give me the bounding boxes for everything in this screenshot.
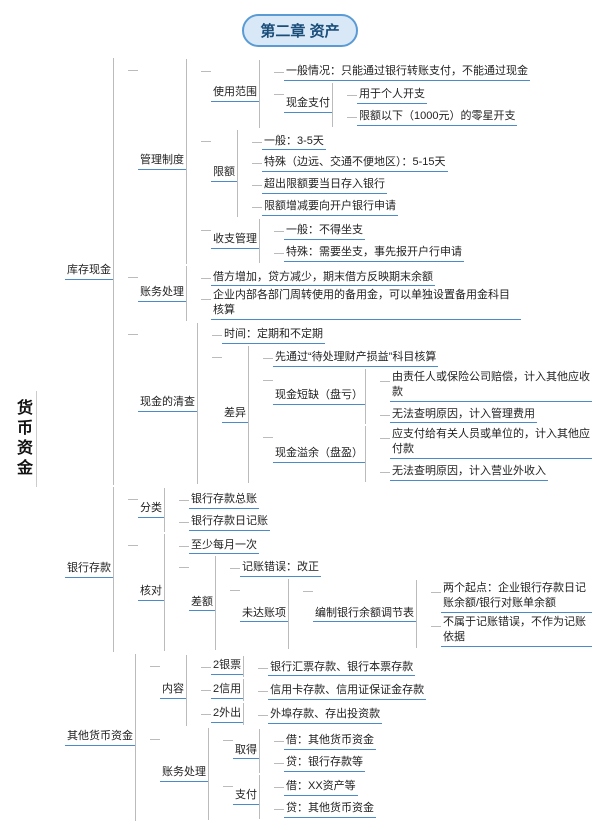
tree-node: 由责任人或保险公司赔偿，计入其他应收款 <box>390 370 592 402</box>
tree-node: 编制银行余额调节表 <box>313 606 416 623</box>
tree-node: 时间：定期和不定期 <box>222 327 325 344</box>
tree-node: 用于个人开支 <box>357 87 427 104</box>
tree-node: 收支管理 <box>211 232 259 249</box>
tree-node: 应支付给有关人员或单位的，计入其他应付款 <box>390 427 592 459</box>
tree-node: 特殊：需要坐支，事先报开户行申请 <box>284 245 464 262</box>
tree-node: 信用卡存款、信用证保证金存款 <box>268 683 426 700</box>
tree-node: 记账错误：改正 <box>240 560 321 577</box>
tree-node: 银行存款 <box>65 561 113 578</box>
tree-node: 限额以下（1000元）的零星开支 <box>357 109 517 126</box>
tree-node: 管理制度 <box>138 153 186 170</box>
tree-node: 使用范围 <box>211 85 259 102</box>
tree-node: 2外出 <box>211 706 243 723</box>
tree-node: 贷：其他货币资金 <box>284 801 376 818</box>
tree-node: 一般：不得坐支 <box>284 223 365 240</box>
tree-node: 贷：银行存款等 <box>284 755 365 772</box>
tree-node: 账务处理 <box>160 765 208 782</box>
tree-node: 至少每月一次 <box>189 538 259 555</box>
tree-node: 两个起点：企业银行存款日记账余额/银行对账单余额 <box>441 581 592 613</box>
tree-node: 一般情况：只能通过银行转账支付，不能通过现金 <box>284 64 530 81</box>
root-label: 货币资金 <box>8 391 37 487</box>
tree-node: 现金的清查 <box>138 395 197 412</box>
tree-node: 借：其他货币资金 <box>284 733 376 750</box>
tree-node: 特殊（边远、交通不便地区）：5-15天 <box>262 155 448 172</box>
tree-node: 不属于记账错误，不作为记账依据 <box>441 615 592 647</box>
tree-node: 超出限额要当日存入银行 <box>262 177 387 194</box>
tree-node: 2银票 <box>211 658 243 675</box>
tree-node: 取得 <box>233 743 259 760</box>
tree-node: 借：XX资产等 <box>284 779 358 796</box>
tree-node: 现金溢余（盘盈） <box>273 446 365 463</box>
tree-node: 核对 <box>138 584 164 601</box>
mindmap-root: 货币资金 库存现金管理制度使用范围一般情况：只能通过银行转账支付，不能通过现金现… <box>8 57 592 822</box>
tree-node: 限额增减要向开户银行申请 <box>262 199 398 216</box>
tree-node: 2信用 <box>211 682 243 699</box>
tree-node: 银行汇票存款、银行本票存款 <box>268 660 415 677</box>
tree-node: 分类 <box>138 501 164 518</box>
tree-node: 其他货币资金 <box>65 729 135 746</box>
chapter-title: 第二章 资产 <box>242 14 357 47</box>
tree-node: 无法查明原因，计入营业外收入 <box>390 464 548 481</box>
tree-node: 差异 <box>222 406 248 423</box>
tree-node: 无法查明原因，计入管理费用 <box>390 407 537 424</box>
tree-node: 账务处理 <box>138 285 186 302</box>
tree-node: 一般：3-5天 <box>262 134 326 151</box>
tree-node: 支付 <box>233 788 259 805</box>
tree: 库存现金 管理制度 使用范围 一般情况：只能通过银行转账支付，不能通过现金现金支付 用于… <box>41 57 592 822</box>
tree-node: 外埠存款、存出投资款 <box>268 707 382 724</box>
tree-node: 借方增加，贷方减少，期末借方反映期末余额 <box>211 270 435 287</box>
tree-node: 企业内部各部门周转使用的备用金，可以单独设置备用金科目核算 <box>211 288 521 320</box>
tree-node: 现金短缺（盘亏） <box>273 388 365 405</box>
tree-node: 未达账项 <box>240 606 288 623</box>
tree-node: 限额 <box>211 165 237 182</box>
tree-node: 现金支付 <box>284 96 332 113</box>
tree-node: 内容 <box>160 682 186 699</box>
tree-node: 银行存款日记账 <box>189 514 270 531</box>
tree-node: 库存现金 <box>65 263 113 280</box>
tree-node: 先通过“待处理财产损益”科目核算 <box>273 350 438 367</box>
tree-node: 银行存款总账 <box>189 492 259 509</box>
tree-node: 差额 <box>189 595 215 612</box>
